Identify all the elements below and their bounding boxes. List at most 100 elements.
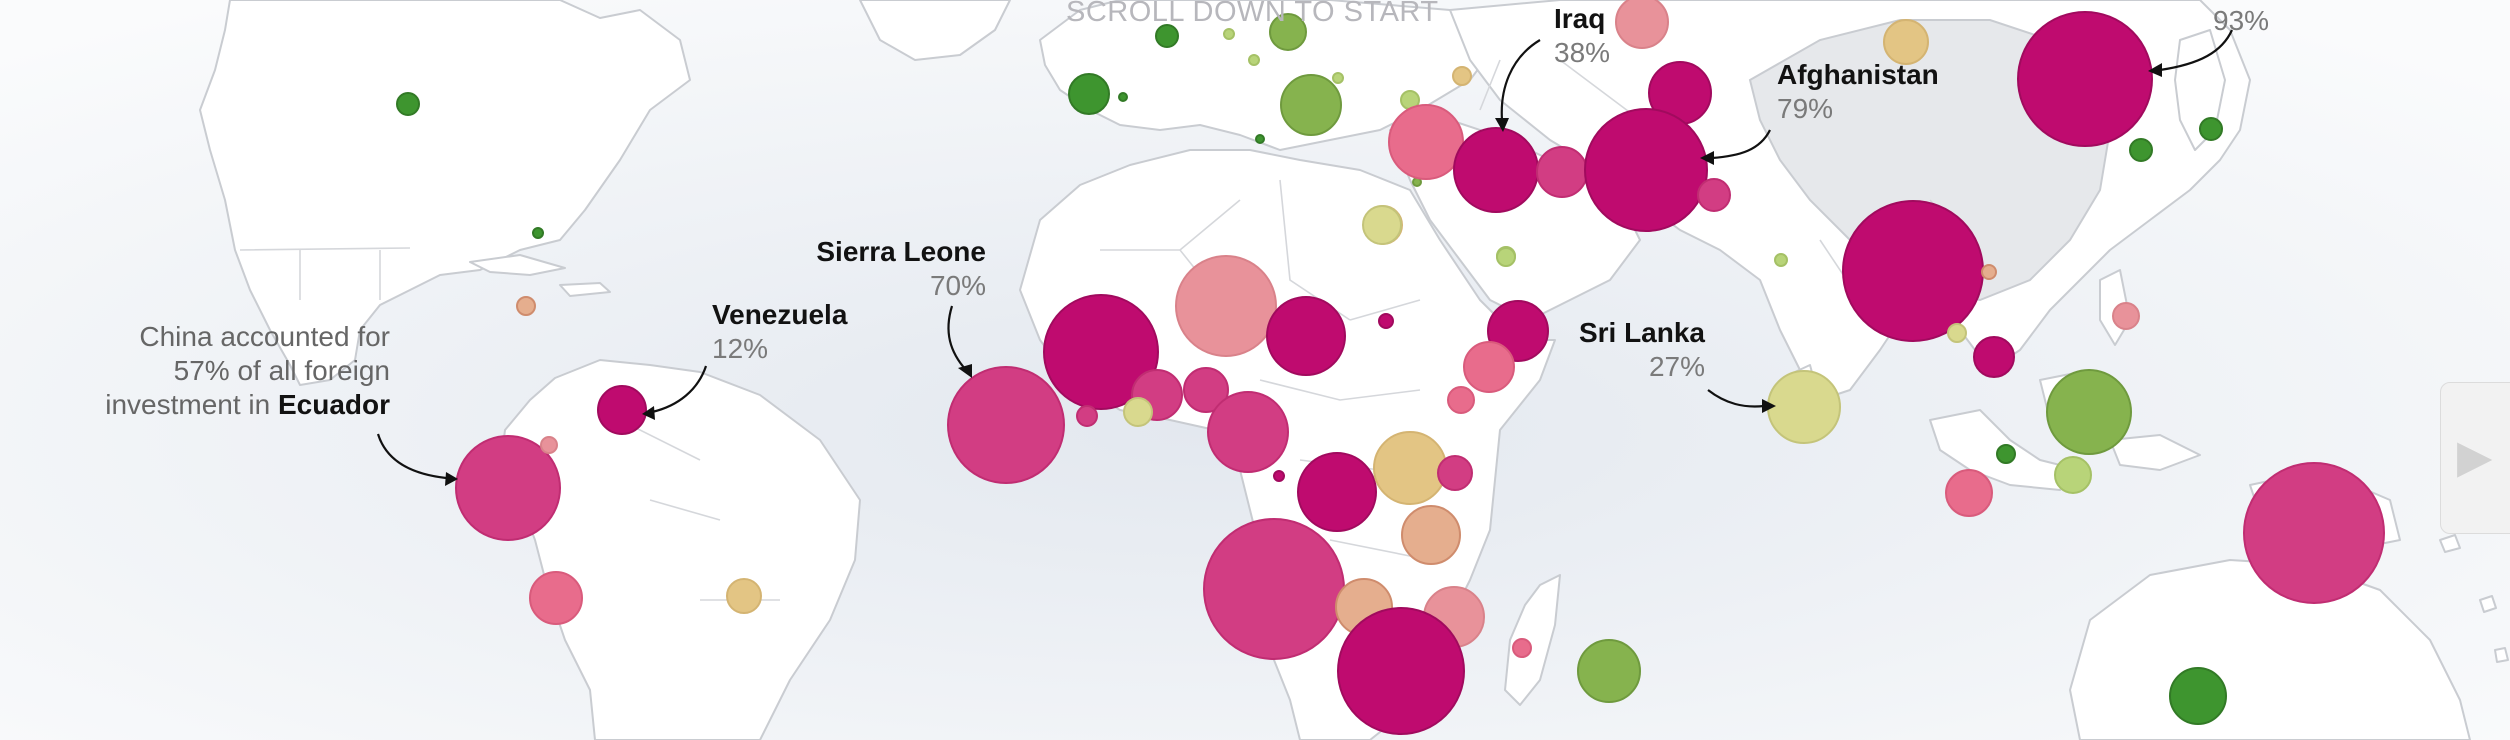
arrow-venezuela xyxy=(651,365,708,414)
bubble-iraq xyxy=(1453,127,1539,213)
annotation-ecuador-line1: China accounted for xyxy=(139,321,390,352)
bubble-mali xyxy=(1175,255,1277,357)
bubble-turkey xyxy=(1388,104,1464,180)
arrowhead-ecuador xyxy=(445,472,458,486)
annotation-venezuela-name: Venezuela xyxy=(712,299,848,330)
arrow-sri-lanka xyxy=(1707,389,1765,408)
bubble-germany xyxy=(1223,28,1235,40)
scroll-down-hint: SCROLL DOWN TO START xyxy=(1066,0,1439,28)
bubble-korea xyxy=(2199,117,2223,141)
arrow-sierra-leone xyxy=(947,305,967,371)
annotation-venezuela-value: 12% xyxy=(712,333,769,364)
bubble-congo xyxy=(1273,470,1285,482)
bubble-layer xyxy=(396,0,2385,735)
next-step-button[interactable]: ▶ xyxy=(2440,382,2510,534)
bubble-afghanistan xyxy=(1584,108,1708,232)
bubble-malaysia xyxy=(1996,444,2016,464)
bubble-thailand xyxy=(1947,323,1967,343)
bubble-new-zealand xyxy=(2169,667,2227,725)
annotation-venezuela: Venezuela 12% xyxy=(712,298,847,366)
bubble-russia-east xyxy=(2017,11,2153,147)
annotation-ecuador-line2: 57% of all foreign xyxy=(173,355,390,386)
bubble-niger xyxy=(1266,296,1346,376)
bubble-turkey-west xyxy=(1452,66,1472,86)
bubble-netherlands xyxy=(1118,92,1128,102)
landmass-caribbean xyxy=(469,254,611,297)
arrowhead-sierra-leone xyxy=(958,364,972,378)
annotation-ecuador: China accounted for 57% of all foreign i… xyxy=(92,320,390,422)
bubble-sulawesi xyxy=(2054,456,2092,494)
annotation-sierra-leone-name: Sierra Leone xyxy=(816,236,986,267)
bubble-peru xyxy=(529,571,583,625)
annotation-ecuador-name: Ecuador xyxy=(277,389,390,420)
arrow-heads xyxy=(445,63,2162,486)
bubble-pakistan xyxy=(1697,178,1731,212)
annotation-sri-lanka-value: 27% xyxy=(1648,351,1705,382)
bubble-iran xyxy=(1536,146,1588,198)
bubble-sierra-leone xyxy=(947,366,1065,484)
bubble-georgia xyxy=(1615,0,1669,49)
annotation-iraq-name: Iraq xyxy=(1554,3,1606,34)
bubble-italy xyxy=(1255,134,1265,144)
bubble-uzbekistan xyxy=(1883,19,1929,65)
bubble-angola xyxy=(1203,518,1345,660)
bubble-poland xyxy=(1269,13,1307,51)
bubble-uk xyxy=(1068,73,1110,115)
bubble-saudi-east xyxy=(1496,247,1516,267)
annotation-iraq-value: 38% xyxy=(1554,37,1611,68)
bubble-kenya xyxy=(1373,431,1447,505)
annotation-top-right-value: 93% xyxy=(2213,5,2270,36)
landmass-greenland xyxy=(859,0,1011,61)
bubble-ukraine xyxy=(1280,74,1342,136)
bubble-usa xyxy=(396,92,420,116)
bubble-south-sudan xyxy=(1463,341,1515,393)
bubble-zimbabwe xyxy=(1337,607,1465,735)
landmass-madagascar xyxy=(1504,574,1561,706)
bubble-cambodia xyxy=(1973,336,2015,378)
annotation-ecuador-prefix: investment in xyxy=(105,389,271,420)
bubble-papua-new-guinea xyxy=(2243,462,2385,604)
bubble-colombia xyxy=(540,436,558,454)
arrowhead-top-right xyxy=(2148,63,2162,77)
bubble-uganda xyxy=(1447,386,1475,414)
bubble-japan xyxy=(2129,138,2153,162)
arrow-iraq xyxy=(1500,39,1541,121)
bubble-cameroon xyxy=(1207,391,1289,473)
annotation-iraq: Iraq 38% xyxy=(1554,2,1610,70)
arrowhead-afghanistan xyxy=(1700,151,1714,165)
bubble-philippines xyxy=(2112,302,2140,330)
bubble-france xyxy=(1155,24,1179,48)
landmass-north-america xyxy=(199,0,691,386)
bubble-nigeria xyxy=(1183,367,1229,413)
bubble-kenya-east xyxy=(1437,455,1473,491)
bubble-cuba xyxy=(516,296,536,316)
annotation-sierra-leone-value: 70% xyxy=(929,270,986,301)
bubble-usa-east xyxy=(532,227,544,239)
annotation-ecuador-line3: investment in Ecuador xyxy=(92,388,390,422)
bubble-myanmar xyxy=(1842,200,1984,342)
annotation-afghanistan-name: Afghanistan xyxy=(1777,59,1939,90)
arrowhead-sri-lanka xyxy=(1762,399,1776,413)
bubble-romania xyxy=(1332,72,1344,84)
bubble-liberia xyxy=(1076,405,1098,427)
bubble-ecuador xyxy=(455,435,561,541)
arrow-top-right xyxy=(2159,29,2234,72)
play-arrow-icon: ▶ xyxy=(2457,430,2493,482)
arrow-ecuador xyxy=(376,433,447,480)
arrowhead-venezuela xyxy=(642,406,655,420)
bubble-guinea xyxy=(1043,294,1159,410)
bubble-tanzania xyxy=(1401,505,1461,565)
arrow-afghanistan xyxy=(1711,129,1771,160)
bubble-comoros xyxy=(1512,638,1532,658)
bubble-sri-lanka xyxy=(1767,370,1841,444)
annotation-afghanistan-value: 79% xyxy=(1777,93,1834,124)
bubble-indonesia-west xyxy=(1945,469,1993,517)
bubble-venezuela xyxy=(597,385,647,435)
bubble-india xyxy=(1774,253,1788,267)
bubble-mauritius xyxy=(1577,639,1641,703)
annotation-sierra-leone: Sierra Leone 70% xyxy=(790,235,986,303)
annotation-sri-lanka-name: Sri Lanka xyxy=(1578,317,1705,348)
bubble-austria xyxy=(1248,54,1260,66)
arrowhead-iraq xyxy=(1495,118,1509,132)
